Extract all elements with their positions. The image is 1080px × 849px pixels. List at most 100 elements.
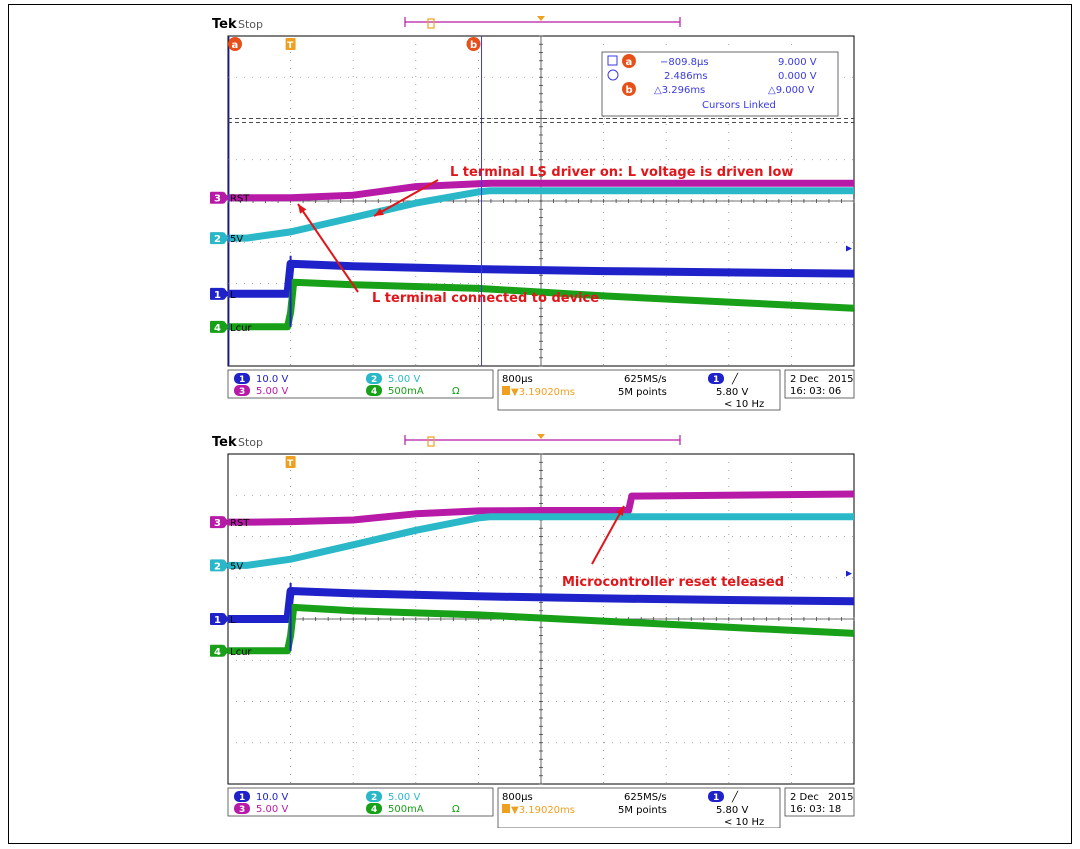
svg-text:a: a [626,57,633,68]
svg-text:1: 1 [214,615,221,626]
annotation-connected: L terminal connected to device [372,291,599,306]
svg-text:1: 1 [239,793,245,803]
capture-time: 16: 03: 18 [790,804,841,815]
trace-l [228,587,855,623]
ch3-marker-label: RST [230,518,250,529]
trigger-position-marker [427,18,435,29]
ch2-marker-label: 5V [230,234,243,245]
svg-text:2: 2 [371,793,377,803]
capture-time: 16: 03: 06 [790,386,841,397]
annotation-reset-arrow [591,505,625,565]
acquisition-state: Stop [238,436,263,449]
trace-l [228,259,855,298]
ch4-chip: 4 [366,385,382,397]
trace-rst [228,179,854,202]
trigger-level-arrow-icon [846,245,852,252]
cursor-readout: a b −809.8µs 9.000 V 2.486ms 0.000 V △3.296ms △… [601,51,839,117]
trigger-slope: ╱ [731,790,739,803]
svg-text:b: b [470,40,477,51]
svg-text:3: 3 [214,518,221,529]
readout-a-time: −809.8µs [660,57,709,68]
svg-text:a: a [232,40,239,51]
annotation-connected-arrow [297,203,359,293]
ch4-unit: Ω [452,804,460,815]
readout-a-volts: 9.000 V [778,57,817,68]
ch3-chip: 3 [234,385,250,397]
svg-text:3: 3 [214,194,221,205]
ch2-scale: 5.00 V [388,374,420,385]
ch4-scale: 500mA [388,804,424,815]
record-length: 5M points [618,387,667,398]
readout-b-time: 2.486ms [664,71,708,82]
cursor-a-badge: a [228,37,242,51]
ch2-chip: 2 [366,373,382,385]
ch4-unit: Ω [452,386,460,397]
brand-label: Tek [212,17,237,32]
trace-5v [228,513,854,569]
readout-delta-volts: △9.000 V [768,85,814,96]
cursor-b-badge: b [466,37,481,51]
svg-text:3: 3 [239,387,245,397]
oscilloscope-capture-bottom: Tek Stop 3 RST 2 5V 1 L 4 Lcur T Microcontroller re… [210,432,866,828]
sample-rate: 625MS/s [624,792,667,803]
trigger-delay: ▼3.19020ms [511,805,575,816]
trigger-t-icon: T [285,38,296,51]
acquisition-state: Stop [238,18,263,31]
ch4-scale: 500mA [388,386,424,397]
capture-year: 2015 [828,792,853,803]
center-marker-icon [537,434,545,439]
readout-b-badge: b [622,82,636,96]
trigger-frequency: < 10 Hz [724,399,764,410]
ch1-marker-label: L [230,290,236,301]
timebase: 800µs [502,792,533,803]
readout-b-volts: 0.000 V [778,71,817,82]
ch1-chip: 1 [234,791,250,803]
ch2-marker-label: 5V [230,561,243,572]
svg-text:4: 4 [214,647,221,658]
trace-5v [228,187,854,242]
svg-text:T: T [287,41,294,51]
svg-text:2: 2 [371,375,377,385]
status-bar: 1 10.0 V 3 5.00 V 2 5.00 V 4 500mA Ω 800µs ▼3.1902… [227,787,855,828]
ch3-marker: 3 [210,191,229,205]
svg-text:3: 3 [239,805,245,815]
svg-text:4: 4 [371,387,377,397]
readout-linked: Cursors Linked [702,100,776,111]
svg-text:1: 1 [214,290,221,301]
trigger-slope: ╱ [731,372,739,385]
brand-label: Tek [212,435,237,450]
readout-delta-time: △3.296ms [654,85,705,96]
ch1-marker-label: L [230,615,236,626]
ch1-marker: 1 [210,287,229,301]
figure-frame [8,4,1072,844]
ch2-marker: 2 [210,559,229,572]
ch2-scale: 5.00 V [388,792,420,803]
ch3-scale: 5.00 V [256,386,288,397]
trigger-source-chip: 1 [708,791,724,803]
ch2-chip: 2 [366,791,382,803]
ch1-scale: 10.0 V [256,792,288,803]
trigger-level: 5.80 V [716,387,748,398]
svg-text:2: 2 [214,234,221,245]
ch1-chip: 1 [234,373,250,385]
ch1-scale: 10.0 V [256,374,288,385]
capture-date: 2 Dec [790,792,819,803]
trace-rst [228,490,855,526]
svg-text:1: 1 [713,793,719,803]
record-length: 5M points [618,805,667,816]
svg-text:b: b [626,85,633,96]
capture-year: 2015 [828,374,853,385]
trigger-frequency: < 10 Hz [724,817,764,828]
trigger-level-arrow-icon [846,570,852,577]
ch3-marker-label: RST [230,194,250,205]
timebase: 800µs [502,374,533,385]
center-marker-icon [537,16,545,21]
svg-text:4: 4 [214,323,221,334]
sample-rate: 625MS/s [624,374,667,385]
annotation-ls-driver: L terminal LS driver on: L voltage is dr… [450,165,793,180]
ch4-marker: 4 [210,644,229,658]
ch3-marker: 3 [210,516,229,529]
ch1-marker: 1 [210,613,229,626]
ch2-marker: 2 [210,232,229,245]
